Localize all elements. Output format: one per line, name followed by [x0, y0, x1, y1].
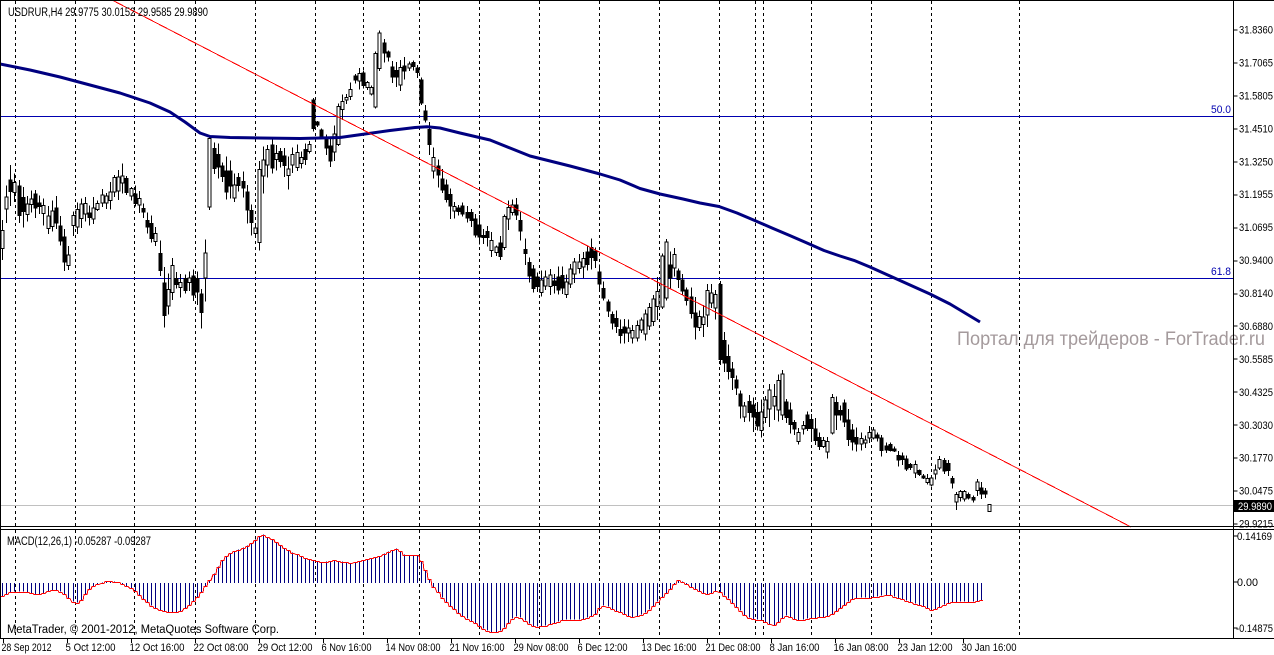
svg-text:5 Oct 12:00: 5 Oct 12:00 [66, 642, 116, 654]
svg-text:29.9215: 29.9215 [1239, 519, 1273, 531]
svg-text:-0.14875: -0.14875 [1236, 623, 1273, 635]
svg-text:31.1955: 31.1955 [1239, 189, 1273, 201]
svg-text:29 Oct 12:00: 29 Oct 12:00 [258, 642, 313, 654]
svg-text:30.5585: 30.5585 [1239, 354, 1273, 366]
svg-text:13 Dec 16:00: 13 Dec 16:00 [642, 642, 697, 654]
svg-text:50.0: 50.0 [1211, 104, 1231, 116]
svg-text:61.8: 61.8 [1211, 266, 1231, 278]
svg-text:21 Nov 16:00: 21 Nov 16:00 [450, 642, 505, 654]
svg-text:0.14169: 0.14169 [1237, 531, 1272, 543]
svg-text:12 Oct 16:00: 12 Oct 16:00 [130, 642, 185, 654]
svg-text:MACD(12,26,1) -0.05287 -0.0928: MACD(12,26,1) -0.05287 -0.09287 [7, 536, 151, 548]
svg-text:0.00: 0.00 [1237, 577, 1258, 589]
svg-text:22 Oct 08:00: 22 Oct 08:00 [194, 642, 249, 654]
svg-text:30.4325: 30.4325 [1239, 387, 1273, 399]
svg-text:31.4510: 31.4510 [1239, 123, 1273, 135]
svg-text:30 Jan 16:00: 30 Jan 16:00 [962, 642, 1017, 654]
svg-text:8 Jan 16:00: 8 Jan 16:00 [770, 642, 820, 654]
svg-text:16 Jan 08:00: 16 Jan 08:00 [834, 642, 889, 654]
svg-text:6 Nov 16:00: 6 Nov 16:00 [322, 642, 372, 654]
svg-text:28 Sep 2012: 28 Sep 2012 [2, 642, 52, 654]
svg-text:23 Jan 12:00: 23 Jan 12:00 [898, 642, 953, 654]
svg-text:30.6880: 30.6880 [1239, 321, 1273, 333]
svg-text:31.3250: 31.3250 [1239, 156, 1273, 168]
svg-text:31.8360: 31.8360 [1239, 25, 1273, 37]
svg-text:MetaTrader, © 2001-2012, MetaQ: MetaTrader, © 2001-2012, MetaQuotes Soft… [7, 624, 279, 636]
svg-text:14 Nov 08:00: 14 Nov 08:00 [386, 642, 441, 654]
svg-text:21 Dec 08:00: 21 Dec 08:00 [706, 642, 761, 654]
svg-text:6 Dec 12:00: 6 Dec 12:00 [578, 642, 628, 654]
svg-text:31.7065: 31.7065 [1239, 58, 1273, 70]
svg-text:31.5805: 31.5805 [1239, 91, 1273, 103]
svg-text:29 Nov 08:00: 29 Nov 08:00 [514, 642, 569, 654]
svg-text:30.0475: 30.0475 [1239, 486, 1273, 498]
svg-text:30.9400: 30.9400 [1239, 255, 1273, 267]
svg-text:31.0695: 31.0695 [1239, 222, 1273, 234]
svg-text:29.9890: 29.9890 [1238, 501, 1272, 513]
svg-text:USDRUR,H4 29.9775 30.0152 29.: USDRUR,H4 29.9775 30.0152 29.9585 29.989… [8, 7, 208, 19]
svg-text:30.8140: 30.8140 [1239, 288, 1273, 300]
svg-text:30.1770: 30.1770 [1239, 453, 1273, 465]
svg-text:Портал для трейдеров - ForTrad: Портал для трейдеров - ForTrader.ru [957, 329, 1265, 350]
svg-text:30.3030: 30.3030 [1239, 420, 1273, 432]
